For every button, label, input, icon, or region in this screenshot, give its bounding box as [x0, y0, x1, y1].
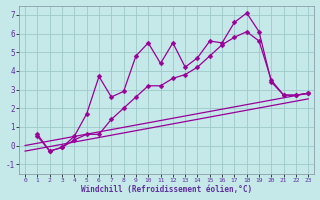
X-axis label: Windchill (Refroidissement éolien,°C): Windchill (Refroidissement éolien,°C) [81, 185, 252, 194]
